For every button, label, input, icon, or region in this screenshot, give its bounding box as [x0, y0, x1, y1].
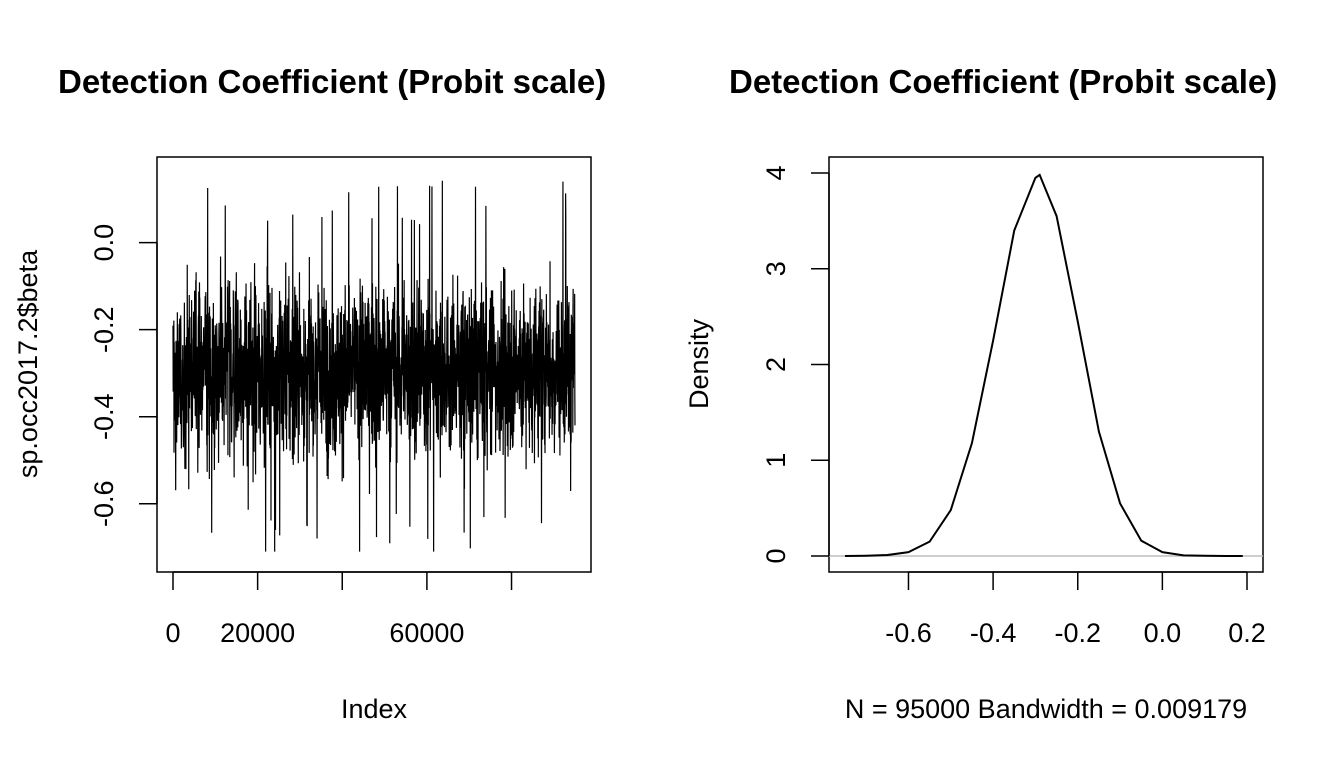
density-x-tick-label: -0.4: [970, 618, 1017, 648]
density-x-tick-label: 0.2: [1228, 618, 1266, 648]
density-y-tick-label: 1: [761, 453, 791, 468]
trace-y-axis: 0.0 -0.2 -0.4 -0.6: [89, 224, 158, 528]
density-plot-title: Detection Coefficient (Probit scale): [729, 63, 1277, 100]
trace-x-axis-label: Index: [341, 694, 408, 724]
density-y-tick-label: 0: [761, 548, 791, 563]
trace-y-tick-label: -0.6: [89, 481, 119, 528]
density-x-axis-label: N = 95000 Bandwidth = 0.009179: [845, 694, 1247, 724]
density-y-tick-label: 2: [761, 357, 791, 372]
density-x-tick-label: -0.6: [885, 618, 932, 648]
trace-series: [172, 180, 576, 552]
density-y-tick-label: 3: [761, 261, 791, 276]
density-x-axis: -0.6 -0.4 -0.2 0.0 0.2: [885, 571, 1266, 648]
density-plot-panel: Detection Coefficient (Probit scale) -0.…: [684, 63, 1277, 724]
density-x-tick-label: 0.0: [1144, 618, 1182, 648]
density-curve: [844, 173, 1243, 557]
density-x-tick-label: -0.2: [1054, 618, 1101, 648]
trace-y-tick-label: -0.2: [89, 306, 119, 353]
trace-line: [172, 180, 576, 552]
density-y-axis-label: Density: [684, 318, 714, 409]
trace-x-tick-label: 60000: [389, 618, 464, 648]
trace-x-tick-label: 20000: [220, 618, 295, 648]
trace-y-tick-label: -0.4: [89, 393, 119, 440]
density-plot-frame: [828, 156, 1264, 573]
trace-plot-title: Detection Coefficient (Probit scale): [58, 63, 606, 100]
trace-x-axis: 0 20000 60000: [165, 571, 513, 648]
density-y-axis: 0 1 2 3 4: [761, 165, 830, 564]
trace-y-axis-label: sp.occ2017.2$beta: [13, 249, 43, 478]
trace-plot-panel: Detection Coefficient (Probit scale) 0 20…: [13, 63, 606, 724]
density-y-tick-label: 4: [761, 165, 791, 180]
trace-x-tick-label: 0: [165, 618, 180, 648]
trace-y-tick-label: 0.0: [89, 224, 119, 262]
